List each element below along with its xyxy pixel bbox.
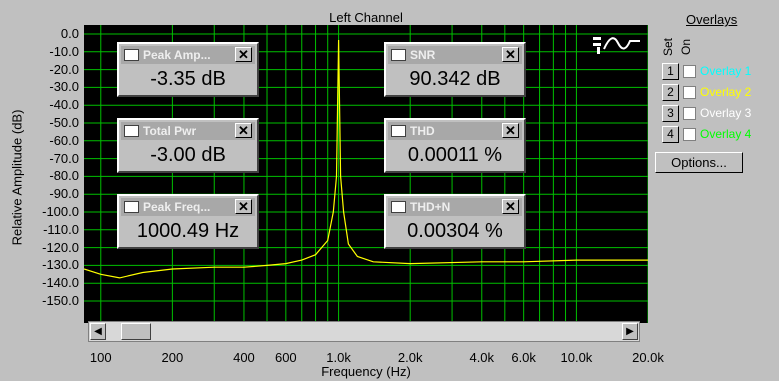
waveform-icon <box>124 201 139 213</box>
readout-value: 1000.49 Hz <box>136 220 240 242</box>
y-tick-label: -130.0 <box>42 257 79 273</box>
y-tick-label: -50.0 <box>49 115 79 130</box>
x-tick-label: 20.0k <box>632 350 664 365</box>
arrow-right-icon[interactable]: ▶ <box>622 323 638 340</box>
readout-peak-frequency[interactable]: Peak Freq... ✕ 1000.49 Hz <box>117 194 259 249</box>
overlay-on-checkbox[interactable] <box>683 107 696 120</box>
readout-label: THD+N <box>410 200 451 214</box>
close-icon[interactable]: ✕ <box>502 123 519 138</box>
readout-label: SNR <box>410 48 436 62</box>
x-tick-label: 2.0k <box>397 350 423 365</box>
readout-value: 0.00304 % <box>407 220 503 242</box>
y-tick-label: -100.0 <box>42 204 79 219</box>
readout-value: 0.00011 % <box>407 144 503 166</box>
y-tick-label: -120.0 <box>42 239 79 255</box>
readout-label: Peak Freq... <box>143 200 211 214</box>
horizontal-scrollbar[interactable]: ◀ ▶ <box>88 321 640 342</box>
waveform-icon <box>391 49 406 61</box>
y-tick-label: -70.0 <box>49 150 79 166</box>
overlay-name: Overlay 4 <box>700 127 752 141</box>
overlay-set-button[interactable]: 4 <box>662 126 679 143</box>
arrow-left-icon[interactable]: ◀ <box>90 323 106 340</box>
waveform-icon <box>124 125 139 137</box>
x-tick-label: 10.0k <box>560 350 593 365</box>
y-tick-label: -140.0 <box>42 275 79 291</box>
y-tick-label: -110.0 <box>43 221 79 237</box>
scrollbar-thumb[interactable] <box>121 323 151 340</box>
readout-value: -3.35 dB <box>150 68 226 90</box>
readout-label: Peak Amp... <box>143 48 211 62</box>
series-line <box>84 39 648 279</box>
set-column-label: Set <box>661 37 676 57</box>
readout-peak-amplitude[interactable]: Peak Amp... ✕ -3.35 dB <box>117 42 259 97</box>
waveform-icon <box>391 125 406 137</box>
readout-value: 90.342 dB <box>409 68 501 90</box>
y-tick-label: 0.0 <box>60 26 79 41</box>
overlay-on-checkbox[interactable] <box>683 86 696 99</box>
overlay-name: Overlay 1 <box>700 64 752 78</box>
y-tick-label: -90.0 <box>49 186 79 202</box>
trace <box>84 39 648 279</box>
x-tick-label: 400 <box>233 350 255 365</box>
close-icon[interactable]: ✕ <box>235 47 252 62</box>
close-icon[interactable]: ✕ <box>235 123 252 138</box>
x-tick-label: 100 <box>89 350 112 365</box>
readout-label: Total Pwr <box>143 124 197 138</box>
scope-sine-icon[interactable] <box>593 37 640 54</box>
readout-thd[interactable]: THD ✕ 0.00011 % <box>384 118 526 173</box>
y-tick-label: -40.0 <box>49 97 79 113</box>
waveform-icon <box>391 201 406 213</box>
overlay-on-checkbox[interactable] <box>683 65 696 78</box>
x-axis-label: Frequency (Hz) <box>321 364 411 379</box>
overlays-title: Overlays <box>686 12 738 27</box>
y-tick-label: -20.0 <box>49 61 79 77</box>
on-column-label: On <box>679 38 694 56</box>
overlay-name: Overlay 2 <box>700 85 752 99</box>
x-tick-label: 600 <box>274 350 297 365</box>
y-tick-label: -150.0 <box>42 293 79 308</box>
chart-title: Left Channel <box>329 10 403 25</box>
x-tick-label: 6.0k <box>511 350 536 365</box>
close-icon[interactable]: ✕ <box>502 199 519 214</box>
options-button[interactable]: Options... <box>655 152 743 173</box>
readout-snr[interactable]: SNR ✕ 90.342 dB <box>384 42 526 97</box>
y-tick-label: -80.0 <box>49 168 79 184</box>
waveform-icon <box>124 49 139 61</box>
y-tick-label: -30.0 <box>49 79 79 95</box>
overlay-set-button[interactable]: 3 <box>662 105 679 122</box>
readout-label: THD <box>410 124 435 138</box>
y-tick-label: -60.0 <box>49 132 79 148</box>
readout-thd-n[interactable]: THD+N ✕ 0.00304 % <box>384 194 526 249</box>
overlay-name: Overlay 3 <box>700 106 752 120</box>
close-icon[interactable]: ✕ <box>235 199 252 214</box>
overlay-set-button[interactable]: 2 <box>662 84 679 101</box>
x-tick-label: 200 <box>161 350 184 365</box>
overlay-on-checkbox[interactable] <box>683 128 696 141</box>
x-tick-label: 4.0k <box>469 350 495 365</box>
overlay-set-button[interactable]: 1 <box>662 63 679 80</box>
x-tick-label: 1.0k <box>326 350 351 365</box>
close-icon[interactable]: ✕ <box>502 47 519 62</box>
readout-value: -3.00 dB <box>150 144 226 166</box>
y-tick-label: -10.0 <box>49 43 79 59</box>
readout-total-power[interactable]: Total Pwr ✕ -3.00 dB <box>117 118 259 173</box>
